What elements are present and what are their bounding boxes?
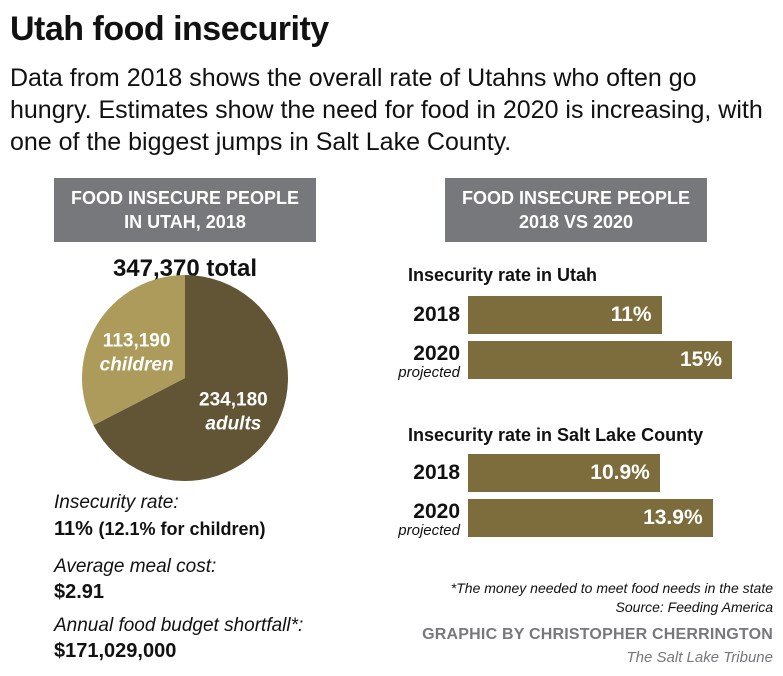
bar-value-label-utah-2018: 11% (610, 303, 652, 326)
bar-salt-lake-county-2018: 10.9% (468, 454, 660, 492)
page-title: Utah food insecurity (10, 10, 329, 48)
pie-slice-children (82, 275, 185, 426)
bar-chart-title-salt-lake-county: Insecurity rate in Salt Lake County (408, 425, 704, 445)
bar-salt-lake-county-2020: 13.9% (468, 499, 713, 537)
bar-category-utah-2020: 2020 (413, 342, 460, 365)
shortfall-value: $171,029,000 (54, 640, 177, 662)
insecurity-rate-children: (12.1% for children) (98, 519, 266, 539)
source-note: Source: Feeding America (615, 599, 773, 615)
bar-category-salt-lake-county-2020: 2020 (413, 500, 460, 523)
pie-panel-header-line2: IN UTAH, 2018 (124, 212, 246, 232)
bar-value-label-utah-2020: 15% (679, 348, 722, 371)
graphic-credit: GRAPHIC BY CHRISTOPHER CHERRINGTON (422, 626, 773, 643)
meal-cost-value: $2.91 (54, 581, 105, 603)
bar-category-utah-2018: 2018 (413, 303, 460, 326)
pie-panel-header: FOOD INSECURE PEOPLE IN UTAH, 2018 (54, 178, 316, 242)
insecurity-rate-number: 11% (54, 518, 93, 540)
meal-cost-label: Average meal cost: (54, 556, 217, 577)
bar-value-label-salt-lake-county-2018: 10.9% (590, 461, 650, 484)
publisher-name: The Salt Lake Tribune (626, 649, 773, 666)
bar-panel-header: FOOD INSECURE PEOPLE 2018 VS 2020 (445, 178, 707, 242)
insecurity-rate-label: Insecurity rate: (54, 492, 179, 513)
bar-utah-2018: 11% (468, 296, 662, 334)
pie-value-label-children: 113,190 (103, 331, 171, 352)
bar-projected-note-utah: projected (398, 364, 460, 381)
bar-projected-note-salt-lake-county: projected (398, 522, 460, 539)
pie-value-label-adults: 234,180 (199, 389, 268, 410)
bar-panel-header-line1: FOOD INSECURE PEOPLE (461, 188, 691, 208)
bar-value-label-salt-lake-county-2020: 13.9% (643, 506, 703, 529)
bar-category-salt-lake-county-2018: 2018 (413, 461, 460, 484)
insecurity-rate-value: 11% (12.1% for children) (54, 518, 266, 540)
bar-panel-header-line2: 2018 VS 2020 (518, 212, 634, 232)
bar-utah-2020: 15% (468, 341, 732, 379)
pie-slice-adults (93, 275, 289, 481)
pie-name-label-adults: adults (205, 413, 261, 434)
page-subtitle: Data from 2018 shows the overall rate of… (10, 64, 763, 156)
pie-panel-header-line1: FOOD INSECURE PEOPLE (70, 188, 300, 208)
bar-chart-title-utah: Insecurity rate in Utah (408, 265, 598, 285)
footnote: *The money needed to meet food needs in … (450, 580, 773, 596)
pie-name-label-children: children (100, 355, 174, 376)
shortfall-label: Annual food budget shortfall*: (54, 615, 304, 636)
